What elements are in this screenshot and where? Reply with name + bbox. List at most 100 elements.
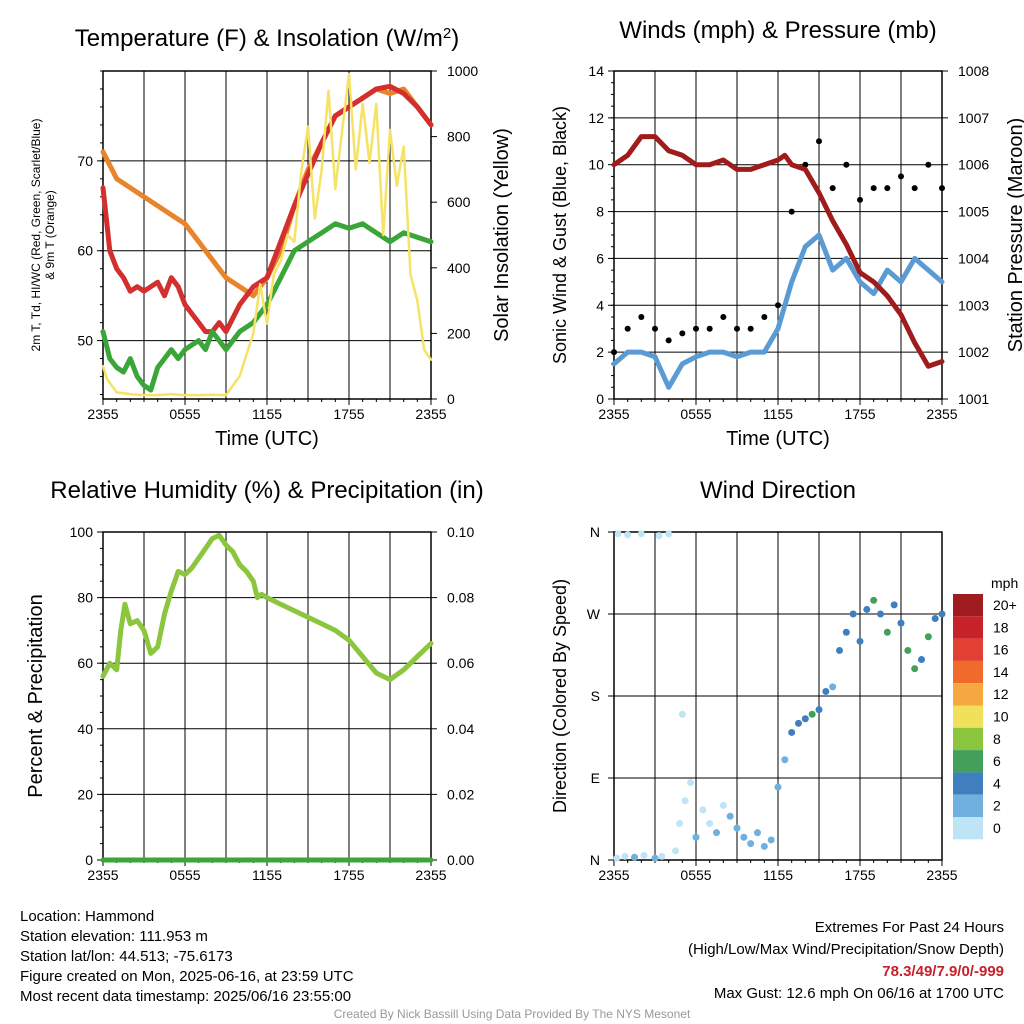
direction-point [836, 646, 843, 654]
direction-point [774, 783, 782, 791]
y2-tick-label: 0.00 [447, 852, 474, 868]
gust-point [925, 161, 932, 168]
colorbar-swatch [953, 683, 983, 706]
x-tick-label: 2355 [87, 867, 118, 883]
panel-title: Relative Humidity (%) & Precipitation (i… [50, 477, 483, 504]
y-tick-label: 8 [596, 204, 604, 220]
y2-tick-label: 1002 [958, 344, 989, 360]
gust-point [652, 325, 658, 332]
direction-point [678, 710, 686, 718]
colorbar-label: 6 [993, 753, 1001, 769]
direction-point [890, 601, 898, 609]
direction-point [747, 840, 755, 848]
winds-pressure-panel: Winds (mph) & Pressure (mb) 2355 0555 1155 1… [550, 17, 1024, 450]
colorbar-label: 14 [993, 664, 1009, 680]
y2-tick-label: 1004 [958, 250, 989, 266]
y2-tick-label: 1001 [958, 391, 989, 407]
y2-tick-label: 0.08 [447, 590, 474, 606]
y2-tick-label: 0.10 [447, 524, 474, 540]
direction-point [719, 801, 727, 809]
direction-point [713, 829, 720, 837]
credit-text: Created By Nick Bassill Using Data Provi… [333, 1007, 691, 1021]
colorbar-swatch [953, 616, 983, 639]
gust-point [734, 325, 740, 332]
x-tick-label: 1155 [252, 406, 282, 422]
station-info: Location: Hammond Station elevation: 111… [20, 907, 354, 1007]
gust-point [802, 161, 809, 168]
y2-axis-label: Station Pressure (Maroon) [1005, 118, 1024, 353]
y2-tick-label: 600 [447, 194, 471, 210]
colorbar-label: 2 [993, 798, 1001, 814]
series-line-1 [100, 83, 434, 335]
y-tick-label: 12 [588, 110, 604, 126]
gust-point [665, 337, 672, 344]
direction-point [692, 833, 700, 841]
y-tick-label: 80 [77, 590, 93, 606]
x-tick-label: 1155 [252, 867, 282, 883]
direction-point [877, 610, 884, 618]
colorbar-swatch [953, 594, 983, 617]
panel-title: Temperature (F) & Insolation (W/m2) [75, 25, 459, 53]
y-tick-label: 0 [85, 852, 93, 868]
y-tick-label: 6 [596, 250, 604, 266]
direction-point [801, 715, 809, 723]
direction-point [849, 610, 857, 618]
y-tick-label: N [590, 524, 600, 540]
y2-axis-label: Solar Insolation (Yellow) [491, 128, 513, 342]
direction-point [781, 756, 789, 764]
title-superscript: 2 [443, 25, 451, 42]
x-tick-label: 2355 [926, 867, 957, 883]
colorbar-label: 18 [993, 619, 1009, 635]
title-text-main: Temperature (F) & Insolation (W/m [75, 25, 443, 52]
gust-point [911, 185, 918, 192]
gust-point [775, 302, 781, 309]
panel-title: Winds (mph) & Pressure (mb) [619, 17, 936, 44]
recent-data-text: Most recent data timestamp: 2025/06/16 2… [20, 988, 352, 1005]
direction-point [808, 710, 816, 718]
direction-point [760, 842, 768, 850]
latlon-text: Station lat/lon: 44.513; -75.6173 [20, 948, 233, 965]
y2-tick-label: 1005 [958, 204, 989, 220]
colorbar-swatch [953, 817, 983, 840]
x-tick-label: 1155 [763, 406, 793, 422]
direction-point [624, 531, 632, 539]
direction-point [856, 637, 864, 645]
colorbar-swatch [953, 727, 983, 751]
x-tick-label: 2355 [598, 406, 629, 422]
series-line-0 [611, 232, 945, 390]
direction-point [883, 628, 891, 636]
extremes-subtitle: (High/Low/Max Wind/Precipitation/Snow De… [688, 941, 1004, 958]
direction-point [733, 824, 741, 832]
direction-point [931, 615, 939, 623]
y-axis-label: Direction (Colored By Speed) [550, 579, 570, 813]
series-line-2 [100, 221, 434, 393]
x-tick-label: 0555 [169, 406, 200, 422]
y-axis-label: Sonic Wind & Gust (Blue, Black) [550, 106, 570, 364]
direction-point [651, 854, 659, 862]
gust-point [706, 325, 713, 332]
x-tick-label: 2355 [598, 867, 629, 883]
direction-point [918, 656, 925, 664]
y-axis-label: Percent & Precipitation [25, 594, 47, 797]
y-tick-label: 2 [596, 344, 604, 360]
x-tick-label: 0555 [169, 867, 200, 883]
colorbar-label: 10 [993, 709, 1009, 725]
y-tick-label: N [590, 852, 600, 868]
direction-point [726, 812, 734, 820]
x-axis-label: Time (UTC) [726, 428, 830, 450]
direction-point [904, 646, 912, 654]
colorbar-swatch [953, 705, 983, 728]
colorbar-swatch [953, 772, 983, 795]
y-tick-label: S [591, 688, 600, 704]
location-text: Location: Hammond [20, 908, 155, 925]
direction-point [815, 706, 823, 714]
direction-point [924, 633, 932, 641]
direction-point [842, 628, 850, 636]
colorbar-label: 20+ [993, 597, 1017, 613]
colorbar-title: mph [991, 575, 1018, 591]
y-tick-label: 0 [596, 391, 604, 407]
gust-point [638, 314, 645, 320]
gust-point [884, 185, 891, 192]
direction-point [621, 852, 629, 860]
